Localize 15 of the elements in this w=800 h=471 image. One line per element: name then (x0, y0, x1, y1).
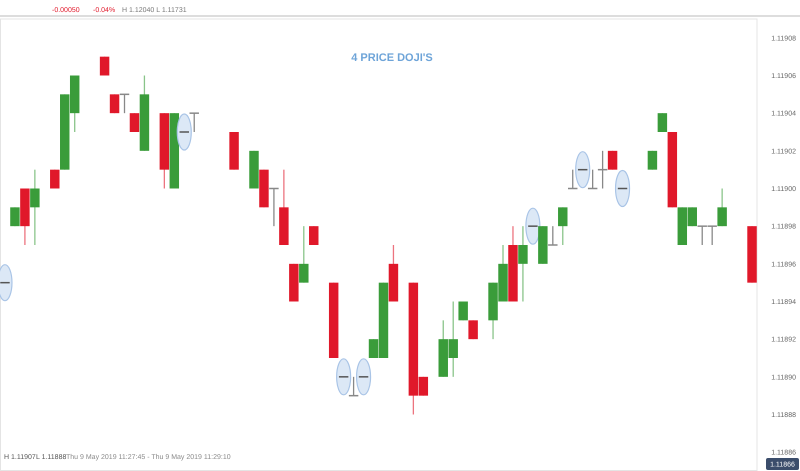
candlestick (269, 188, 279, 227)
candlestick (598, 150, 608, 190)
candlestick (458, 300, 468, 321)
candlestick (309, 226, 318, 246)
candlestick (120, 94, 130, 114)
candlestick (588, 169, 598, 190)
candlestick (658, 112, 668, 133)
candlestick (548, 226, 558, 246)
candlestick (190, 112, 199, 133)
candlestick (568, 169, 578, 190)
candlestick (100, 56, 110, 76)
candlestick (130, 112, 140, 133)
text: 4 PRICE DOJI'S (351, 52, 433, 64)
candlestick (348, 376, 358, 396)
candlestick (50, 169, 60, 190)
